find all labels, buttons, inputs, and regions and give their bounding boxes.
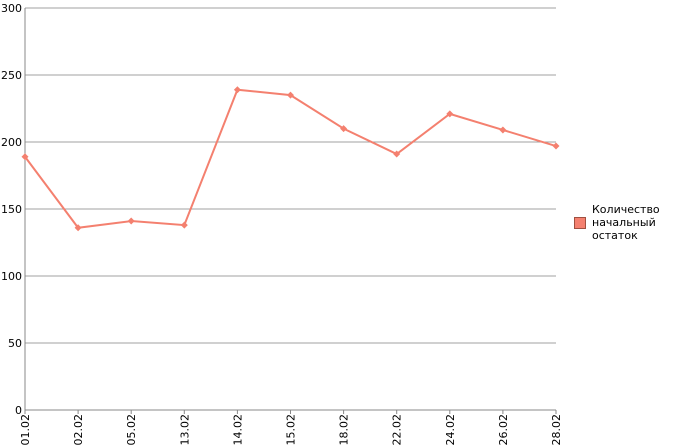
- x-tick-label: 05.02: [125, 414, 138, 446]
- y-tick-label: 200: [1, 136, 22, 149]
- point-marker: [446, 110, 454, 118]
- x-tick-label: 24.02: [444, 414, 457, 446]
- x-tick-label: 14.02: [231, 414, 244, 446]
- point-marker: [287, 91, 294, 99]
- point-marker: [74, 224, 82, 232]
- legend-label: Количество начальный остаток: [592, 203, 660, 242]
- point-marker: [340, 125, 348, 133]
- point-marker: [499, 126, 507, 134]
- x-tick-label: 26.02: [497, 414, 510, 446]
- y-tick-label: 150: [1, 203, 22, 216]
- y-tick-label: 0: [15, 404, 22, 417]
- series-line: [24, 88, 557, 229]
- y-tick-label: 100: [1, 270, 22, 283]
- y-tick-label: 250: [1, 69, 22, 82]
- x-tick-label: 01.02: [19, 414, 32, 446]
- legend-swatch: [574, 217, 586, 229]
- x-tick-label: 28.02: [550, 414, 563, 446]
- point-marker: [233, 86, 241, 94]
- x-tick-label: 02.02: [72, 414, 85, 446]
- point-marker: [552, 142, 560, 150]
- x-tick-label: 15.02: [285, 414, 298, 446]
- point-marker: [393, 150, 401, 158]
- y-tick-label: 300: [1, 2, 22, 15]
- x-tick-label: 22.02: [391, 414, 404, 446]
- x-tick-label: 18.02: [338, 414, 351, 446]
- x-tick-label: 13.02: [178, 414, 191, 446]
- legend: Количество начальный остаток: [574, 203, 672, 242]
- point-marker: [180, 221, 188, 229]
- point-marker: [21, 153, 29, 161]
- y-tick-label: 50: [8, 337, 22, 350]
- point-marker: [127, 217, 135, 225]
